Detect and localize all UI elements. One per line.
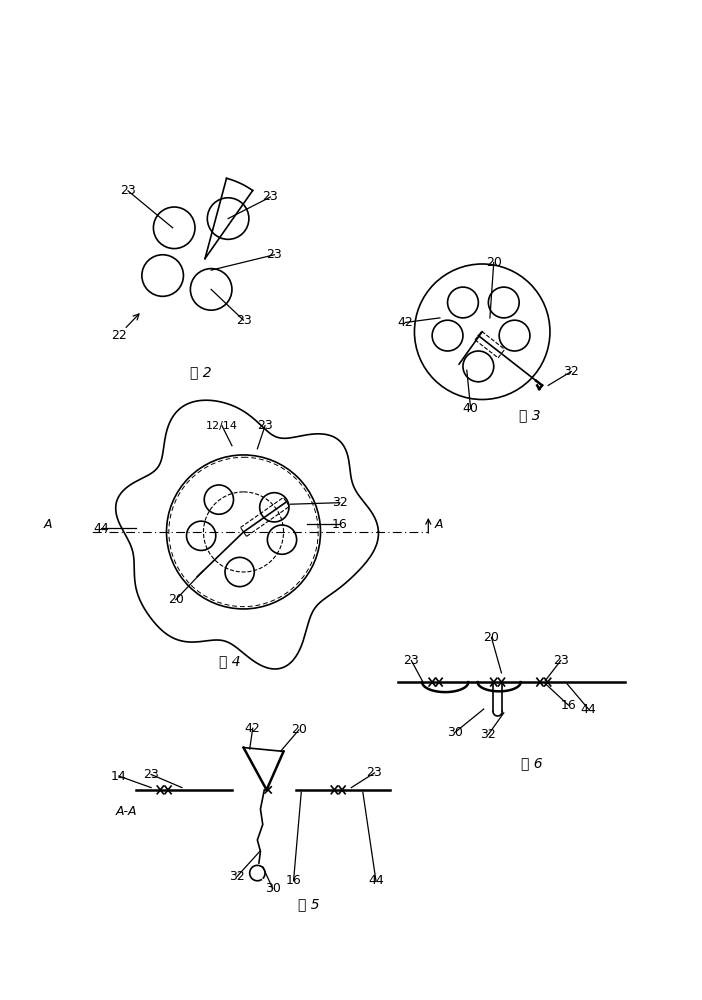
Text: 23: 23 — [257, 419, 273, 432]
Text: A: A — [44, 518, 52, 531]
Text: 32: 32 — [230, 870, 245, 883]
Text: 44: 44 — [581, 703, 596, 716]
Text: 42: 42 — [245, 722, 260, 735]
Text: 32: 32 — [480, 728, 496, 741]
Text: 16: 16 — [332, 518, 347, 531]
Text: 23: 23 — [143, 768, 159, 781]
Text: 22: 22 — [111, 329, 126, 342]
Text: A: A — [435, 518, 444, 531]
Text: 32: 32 — [564, 365, 579, 378]
Text: A-A: A-A — [116, 805, 137, 818]
Text: 23: 23 — [267, 248, 282, 261]
Text: 23: 23 — [120, 184, 136, 197]
Text: 16: 16 — [561, 699, 576, 712]
Text: 图 3: 图 3 — [519, 408, 541, 422]
Text: 图 2: 图 2 — [190, 366, 212, 380]
Text: 图 6: 图 6 — [522, 756, 543, 770]
Text: 20: 20 — [484, 631, 499, 644]
Text: 40: 40 — [463, 402, 479, 415]
Text: 16: 16 — [286, 874, 301, 887]
Text: 30: 30 — [265, 882, 281, 895]
Text: 32: 32 — [332, 496, 347, 509]
Text: 42: 42 — [397, 316, 413, 329]
Text: 23: 23 — [263, 190, 278, 204]
Text: 30: 30 — [447, 726, 463, 739]
Text: 14: 14 — [111, 770, 126, 783]
Text: 20: 20 — [486, 256, 502, 269]
Text: 12/14: 12/14 — [206, 421, 238, 431]
Text: 图 4: 图 4 — [219, 654, 241, 668]
Text: 23: 23 — [366, 766, 383, 779]
Text: 图 5: 图 5 — [298, 897, 320, 911]
Text: 23: 23 — [404, 654, 419, 667]
Text: 20: 20 — [168, 593, 184, 606]
Text: 44: 44 — [93, 522, 109, 535]
Text: 20: 20 — [291, 723, 307, 736]
Text: 23: 23 — [553, 654, 569, 667]
Text: 44: 44 — [368, 874, 384, 887]
Text: 23: 23 — [236, 314, 251, 327]
